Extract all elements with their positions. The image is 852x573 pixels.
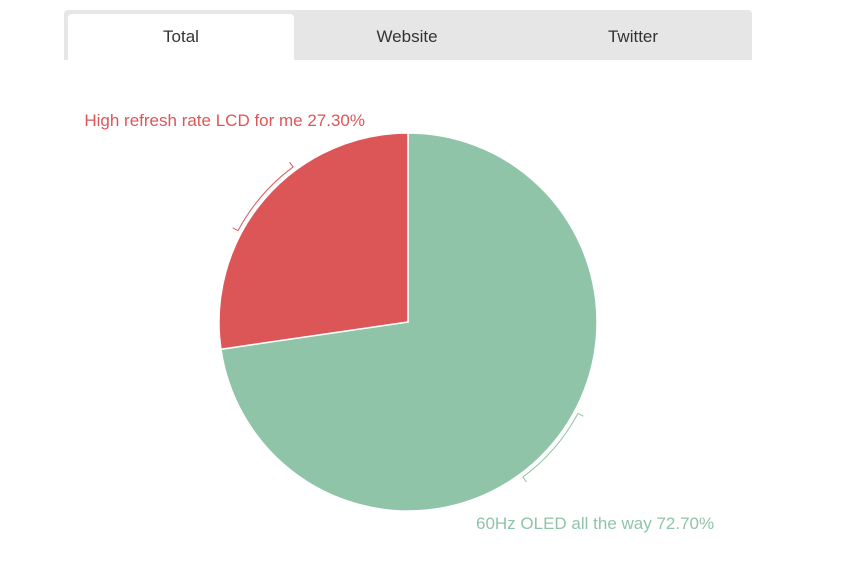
tab-twitter[interactable]: Twitter <box>607 27 659 46</box>
tab-total[interactable]: Total <box>68 14 294 60</box>
slice-label: High refresh rate LCD for me 27.30% <box>84 111 365 130</box>
slice-connector <box>232 161 294 232</box>
pie-slice[interactable] <box>218 132 409 351</box>
tab-bar: Total Website Twitter <box>64 10 752 60</box>
slice-connector <box>522 412 584 483</box>
slice-label: 60Hz OLED all the way 72.70% <box>476 514 714 533</box>
tab-website[interactable]: Website <box>376 27 438 46</box>
pie-slice[interactable] <box>220 132 598 512</box>
